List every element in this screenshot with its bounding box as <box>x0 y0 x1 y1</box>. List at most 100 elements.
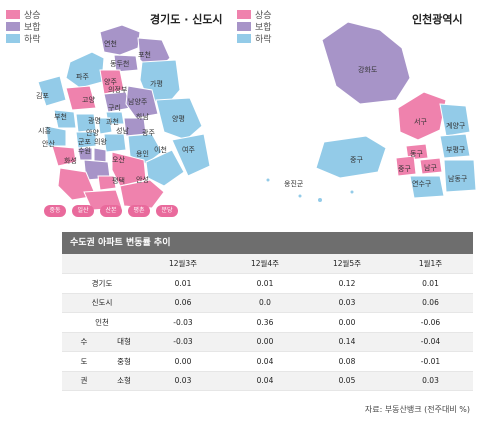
maps-svg <box>37 21 477 211</box>
label-goyang: 고양 <box>82 96 95 104</box>
label-gyeyang-gu: 계양구 <box>446 122 466 130</box>
incheon-map <box>265 21 477 203</box>
label-yeonsu-gu: 연수구 <box>412 180 432 188</box>
label-dong-gu: 동구 <box>410 150 423 158</box>
label-yeoju: 여주 <box>182 146 195 154</box>
cell: 0.04 <box>256 356 274 366</box>
row-label: 경기도 <box>91 278 113 288</box>
label-jung-gu-right: 중구 <box>398 165 411 173</box>
label-anyang: 안양 <box>86 129 99 137</box>
group-label: 도 <box>80 356 88 366</box>
island <box>297 193 303 199</box>
pill-bundang: 분당 <box>156 205 178 217</box>
gyeonggi-title: 경기도 · 신도시 <box>150 13 223 26</box>
region-junggu-left <box>315 135 387 179</box>
label-suwon: 수원 <box>78 147 91 155</box>
region-yeoncheon <box>99 24 141 56</box>
region-nam-gu <box>419 157 443 175</box>
legend-label: 상승 <box>24 10 41 21</box>
region-yeonsu-gu <box>409 175 445 199</box>
region-yangju <box>99 69 125 95</box>
label-gwangju: 광주 <box>142 129 155 137</box>
label-yongin: 용인 <box>136 150 149 158</box>
region-junggu-right <box>395 155 417 177</box>
column-header: 12월4주 <box>224 254 306 274</box>
legend-swatch <box>6 21 20 31</box>
label-yangju: 양주 <box>104 78 117 86</box>
cell: -0.06 <box>420 317 441 327</box>
label-guri: 구리 <box>108 104 121 112</box>
label-seo-gu: 서구 <box>414 118 427 126</box>
cell: 0.05 <box>306 371 388 391</box>
cell: -0.01 <box>420 356 441 366</box>
region-dongducheon <box>113 54 139 73</box>
column-header: 12월5주 <box>306 254 388 274</box>
label-hanam: 하남 <box>136 113 149 121</box>
table-row: 신도시 0.06 0.0 0.03 0.06 <box>62 293 473 313</box>
region-bucheon <box>53 109 77 129</box>
row-label: 중형 <box>117 356 131 366</box>
label-gapyeong: 가평 <box>150 80 163 88</box>
legend-flat: 보합 <box>6 20 41 33</box>
cell: -0.04 <box>388 332 473 352</box>
label-gunpo: 군포 <box>78 138 91 146</box>
region-siheung <box>45 125 67 147</box>
pill-sanbon: 산본 <box>100 205 122 217</box>
region-seongnam <box>103 133 127 153</box>
cell: 0.14 <box>306 332 388 352</box>
legend-swatch <box>237 33 251 43</box>
region-uiwang <box>93 147 107 163</box>
label-yangpyeong: 양평 <box>172 115 185 123</box>
group-label: 수 <box>62 332 106 352</box>
gyeonggi-legend: 상승 보합 하락 <box>6 8 41 45</box>
label-ongjin-gun: 옹진군 <box>284 180 304 188</box>
label-seongnam: 성남 <box>116 127 129 135</box>
region-gimpo <box>37 75 67 107</box>
gyeonggi-map <box>37 24 211 211</box>
row-label: 대형 <box>106 332 142 352</box>
label-ansan: 안산 <box>42 140 55 148</box>
label-pyeongtaek: 평택 <box>112 177 125 185</box>
region-seo-gu <box>397 91 447 141</box>
incheon-legend: 상승 보합 하락 <box>237 8 272 45</box>
legend-label: 상승 <box>255 10 272 21</box>
pill-pyeongchon: 평촌 <box>128 205 150 217</box>
island <box>265 177 271 183</box>
cell: 0.01 <box>256 278 274 288</box>
label-uiwang: 의왕 <box>94 138 107 146</box>
cell: 0.00 <box>224 332 306 352</box>
region-osan <box>97 175 117 191</box>
region-gwangmyeong <box>75 113 97 133</box>
label-jung-gu: 중구 <box>350 156 363 164</box>
table-row: 수 대형 -0.03 0.00 0.14 -0.04 <box>62 332 473 352</box>
label-osan: 오산 <box>112 156 125 164</box>
cell: 0.03 <box>306 293 388 313</box>
label-anseong: 안성 <box>136 176 149 184</box>
cell: 0.06 <box>142 293 224 313</box>
region-paju <box>65 51 105 89</box>
region-goyang <box>65 85 97 111</box>
region-icheon <box>145 149 185 187</box>
region-yangpyeong <box>155 97 203 141</box>
column-header: 1월1주 <box>388 254 473 274</box>
pill-ilsan: 일산 <box>72 205 94 217</box>
legend-swatch <box>6 9 20 19</box>
cell: 0.03 <box>388 371 473 391</box>
label-pocheon: 포천 <box>138 51 151 59</box>
region-namyangju <box>125 85 159 119</box>
table-header-row: 12월3주 12월4주 12월5주 1월1주 <box>62 254 473 274</box>
table-row: 도 중형 0.00 0.04 0.08 -0.01 <box>62 352 473 371</box>
legend-label: 보합 <box>255 22 272 33</box>
row-label: 소형 <box>106 371 142 391</box>
cell: 0.06 <box>388 293 473 313</box>
label-namyangju: 남양주 <box>128 98 148 106</box>
cell: -0.03 <box>142 332 224 352</box>
table-row: 권 소형 0.03 0.04 0.05 0.03 <box>62 371 473 391</box>
cell: 0.01 <box>422 278 439 288</box>
legend-label: 하락 <box>255 34 272 45</box>
cell: 0.08 <box>338 356 356 366</box>
label-nam-gu: 남구 <box>424 164 437 172</box>
row-label: 인천 <box>95 317 109 327</box>
row-label: 신도시 <box>62 293 142 313</box>
label-ganghwado: 강화도 <box>358 66 378 74</box>
